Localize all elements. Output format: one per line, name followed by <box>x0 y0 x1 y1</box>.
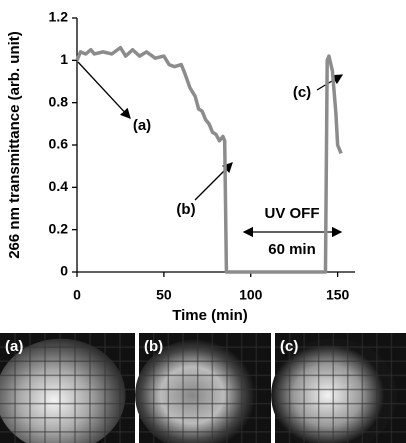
beam <box>135 338 262 443</box>
y-tick-label: 1.2 <box>49 9 69 25</box>
annotation: 60 min <box>268 241 316 258</box>
annotation: (b) <box>176 201 195 218</box>
image-label: (c) <box>280 338 298 355</box>
annotation: (a) <box>133 117 151 134</box>
annotation: UV OFF <box>265 205 320 222</box>
image-label: (a) <box>5 338 23 355</box>
beam <box>271 338 397 443</box>
x-axis-title: Time (min) <box>172 307 248 324</box>
x-tick-label: 150 <box>326 287 350 303</box>
arrow <box>77 61 131 119</box>
x-tick-label: 100 <box>239 287 263 303</box>
y-tick-label: 0.6 <box>49 136 69 152</box>
image-label: (b) <box>144 338 163 355</box>
beam <box>0 338 126 443</box>
annotation: (c) <box>293 84 311 101</box>
y-tick-label: 0.4 <box>49 178 69 194</box>
chart: Time (min) 266 nm transmittance (arb. un… <box>6 9 355 324</box>
images: (a) (b) (c) <box>0 333 406 443</box>
y-tick-label: 0.8 <box>49 93 69 109</box>
y-tick-label: 0.2 <box>49 220 69 236</box>
x-tick-label: 50 <box>156 287 172 303</box>
x-tick-label: 0 <box>73 287 81 303</box>
data-line <box>75 45 343 274</box>
arrow <box>316 74 344 91</box>
y-tick-label: 0 <box>60 263 68 279</box>
y-axis-title: 266 nm transmittance (arb. unit) <box>6 31 23 259</box>
y-tick-label: 1 <box>60 51 68 67</box>
